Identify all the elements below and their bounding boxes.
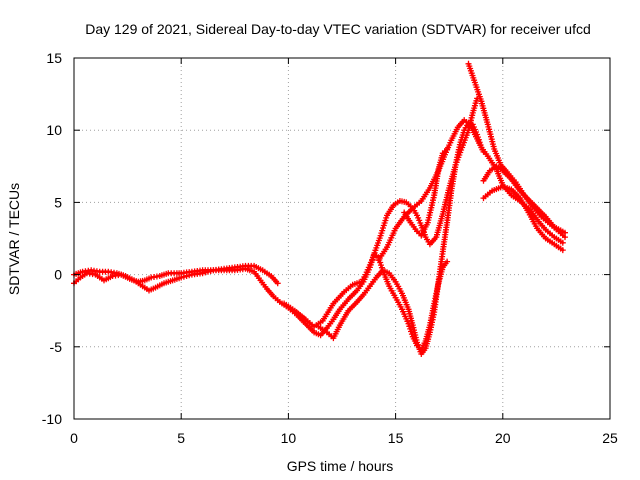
series-arc-8 xyxy=(480,163,568,236)
x-axis-label: GPS time / hours xyxy=(287,458,394,474)
series-arc-6 xyxy=(401,146,451,239)
y-tick-labels: -10 -5 0 5 10 15 xyxy=(42,50,62,427)
x-tick-labels: 0 5 10 15 20 25 xyxy=(70,430,618,446)
x-tick-label: 0 xyxy=(70,430,78,446)
data-point xyxy=(559,247,566,254)
data-point xyxy=(480,148,487,155)
chart-title: Day 129 of 2021, Sidereal Day-to-day VTE… xyxy=(85,21,591,37)
data-point xyxy=(207,268,214,274)
plot-frame xyxy=(73,57,611,420)
x-tick-label: 25 xyxy=(602,430,618,446)
data-point xyxy=(202,269,209,276)
data-point xyxy=(199,270,206,277)
y-tick-label: 5 xyxy=(54,194,62,210)
y-tick-label: -10 xyxy=(42,411,62,427)
x-tick-label: 5 xyxy=(177,430,185,446)
y-tick-label: 0 xyxy=(54,267,62,283)
y-tick-label: 10 xyxy=(46,122,62,138)
data-point xyxy=(178,274,185,281)
data-point xyxy=(444,146,451,152)
data-point xyxy=(444,258,451,265)
series-arc-5 xyxy=(375,117,487,264)
data-point xyxy=(274,280,281,287)
axis-ticks xyxy=(73,57,611,420)
x-tick-label: 10 xyxy=(281,430,297,446)
y-tick-label: 15 xyxy=(46,50,62,66)
series-arc-9 xyxy=(480,183,566,254)
data-point xyxy=(562,229,568,236)
y-tick-label: -5 xyxy=(50,339,63,355)
data-point xyxy=(205,268,211,275)
x-tick-label: 15 xyxy=(388,430,404,446)
data-point xyxy=(559,239,566,246)
data-series xyxy=(71,60,568,357)
data-point xyxy=(180,273,187,280)
x-tick-label: 20 xyxy=(495,430,511,446)
y-axis-label: SDTVAR / TECUs xyxy=(6,183,22,295)
grid-lines xyxy=(74,58,610,419)
data-point xyxy=(186,272,193,279)
